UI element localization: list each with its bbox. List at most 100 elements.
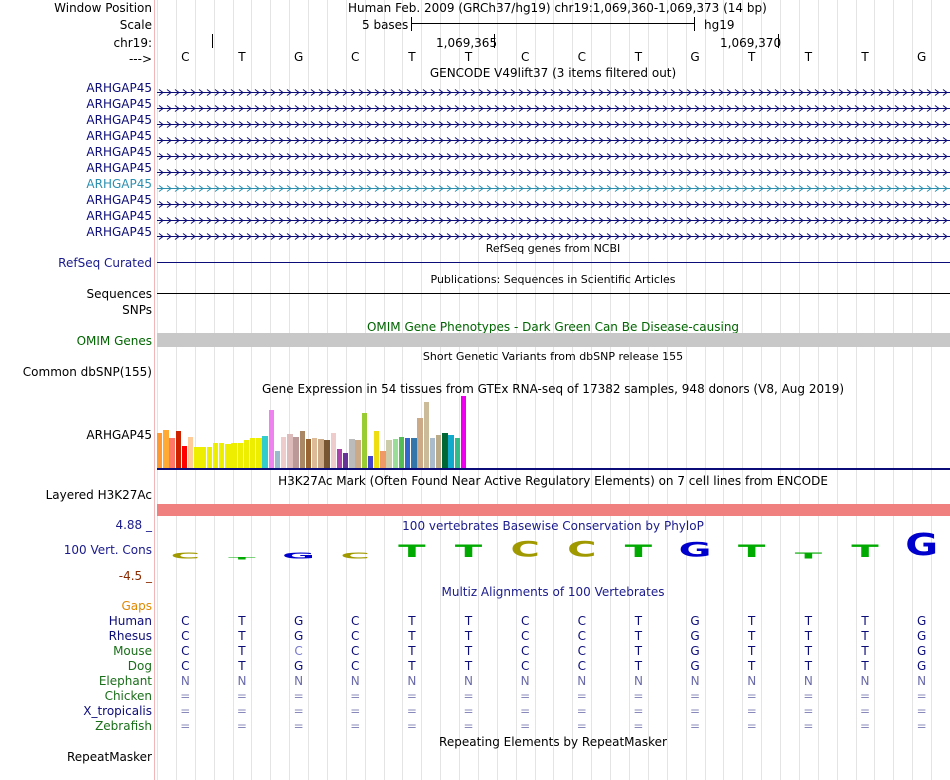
gencode-gene-label[interactable]: ARHGAP45 <box>86 145 152 159</box>
h3k27ac-signal-bar[interactable] <box>157 504 950 516</box>
gtex-tissue-bar[interactable] <box>293 437 299 468</box>
snps-label[interactable]: SNPs <box>122 303 152 317</box>
gtex-tissue-bar[interactable] <box>237 443 243 468</box>
species-label[interactable]: X_tropicalis <box>83 704 152 718</box>
gtex-tissue-bar[interactable] <box>194 447 200 468</box>
gtex-tissue-bar[interactable] <box>212 443 219 468</box>
gtex-tissue-bar[interactable] <box>367 456 374 468</box>
gtex-tissue-bar[interactable] <box>243 440 250 468</box>
repeatmasker-label[interactable]: RepeatMasker <box>66 750 152 764</box>
gtex-tissue-bar[interactable] <box>361 413 367 468</box>
omim-genes-label[interactable]: OMIM Genes <box>76 334 152 348</box>
gtex-tissue-bar[interactable] <box>355 440 361 468</box>
dbsnp-label[interactable]: Common dbSNP(155) <box>22 365 152 379</box>
gtex-tissue-bar[interactable] <box>448 435 454 468</box>
gtex-tissue-bar[interactable] <box>312 438 318 468</box>
gtex-tissue-bar[interactable] <box>268 410 274 468</box>
gencode-track-title[interactable]: GENCODE V49lift37 (3 items filtered out) <box>429 66 677 80</box>
gtex-tissue-bar[interactable] <box>330 433 336 468</box>
dbsnp-track-title[interactable]: Short Genetic Variants from dbSNP releas… <box>422 350 684 363</box>
gtex-tissue-bar[interactable] <box>305 439 312 468</box>
gencode-gene-label[interactable]: ARHGAP45 <box>86 113 152 127</box>
gencode-transcript[interactable] <box>157 181 950 192</box>
gtex-tissue-bar[interactable] <box>175 431 181 468</box>
gencode-gene-label[interactable]: ARHGAP45 <box>86 193 152 207</box>
gencode-transcript[interactable] <box>157 117 950 128</box>
multiz-track-title[interactable]: Multiz Alignments of 100 Vertebrates <box>441 585 665 599</box>
sequences-label[interactable]: Sequences <box>86 287 152 301</box>
gtex-tissue-bar[interactable] <box>324 440 330 468</box>
gtex-tissue-bar[interactable] <box>219 443 225 468</box>
gtex-tissue-bar[interactable] <box>256 438 262 468</box>
gtex-tissue-bar[interactable] <box>157 433 163 468</box>
refseq-curated-label[interactable]: RefSeq Curated <box>58 256 152 270</box>
gencode-transcript[interactable] <box>157 149 950 160</box>
gtex-tissue-bar[interactable] <box>349 439 355 468</box>
gencode-gene-label[interactable]: ARHGAP45 <box>86 209 152 223</box>
gtex-tissue-bar[interactable] <box>423 402 429 468</box>
gencode-gene-label[interactable]: ARHGAP45 <box>86 161 152 175</box>
species-label[interactable]: Zebrafish <box>95 719 152 733</box>
gtex-tissue-bar[interactable] <box>299 431 305 468</box>
species-label[interactable]: Mouse <box>113 644 152 658</box>
gtex-tissue-bar[interactable] <box>386 440 392 468</box>
gtex-tissue-bar[interactable] <box>436 435 442 468</box>
gtex-tissue-bar[interactable] <box>225 444 231 468</box>
gtex-tissue-bar[interactable] <box>262 436 268 468</box>
gtex-tissue-bar[interactable] <box>454 438 460 468</box>
gencode-transcript[interactable] <box>157 85 950 96</box>
gencode-transcript[interactable] <box>157 165 950 176</box>
gtex-tissue-bar[interactable] <box>417 418 423 468</box>
gtex-tissue-bar[interactable] <box>374 431 380 468</box>
gencode-gene-label[interactable]: ARHGAP45 <box>86 177 152 191</box>
gtex-tissue-bar[interactable] <box>287 434 293 468</box>
gtex-tissue-bar[interactable] <box>163 430 169 468</box>
gtex-bar-chart[interactable] <box>157 396 950 468</box>
gtex-tissue-bar[interactable] <box>206 447 212 468</box>
omim-gene-bar[interactable] <box>157 333 950 347</box>
gtex-tissue-bar[interactable] <box>274 451 281 468</box>
gtex-tissue-bar[interactable] <box>380 451 386 468</box>
repeatmasker-track-title[interactable]: Repeating Elements by RepeatMasker <box>439 735 667 749</box>
gencode-transcript[interactable] <box>157 229 950 240</box>
gtex-tissue-bar[interactable] <box>231 443 237 468</box>
h3k27ac-track-title[interactable]: H3K27Ac Mark (Often Found Near Active Re… <box>278 474 828 488</box>
gencode-transcript[interactable] <box>157 197 950 208</box>
gtex-tissue-bar[interactable] <box>200 447 206 468</box>
refseq-track-title[interactable]: RefSeq genes from NCBI <box>485 242 621 255</box>
omim-track-title[interactable]: OMIM Gene Phenotypes - Dark Green Can Be… <box>366 320 740 334</box>
gtex-tissue-bar[interactable] <box>181 446 188 468</box>
species-label[interactable]: Dog <box>127 659 152 673</box>
gencode-gene-label[interactable]: ARHGAP45 <box>86 225 152 239</box>
gtex-gene-label[interactable]: ARHGAP45 <box>86 428 152 442</box>
phylop-label[interactable]: 100 Vert. Cons <box>63 543 152 557</box>
gtex-tissue-bar[interactable] <box>442 433 448 468</box>
gencode-gene-label[interactable]: ARHGAP45 <box>86 129 152 143</box>
gtex-tissue-bar[interactable] <box>411 438 417 468</box>
gtex-tissue-bar[interactable] <box>398 437 405 468</box>
gtex-tissue-bar[interactable] <box>343 453 349 468</box>
gtex-tissue-bar[interactable] <box>188 437 194 468</box>
gtex-tissue-bar[interactable] <box>281 437 287 468</box>
gaps-label[interactable]: Gaps <box>121 599 152 613</box>
gtex-track-title[interactable]: Gene Expression in 54 tissues from GTEx … <box>261 382 845 396</box>
gtex-tissue-bar[interactable] <box>392 439 398 468</box>
h3k27ac-label[interactable]: Layered H3K27Ac <box>45 488 152 502</box>
gencode-transcript[interactable] <box>157 133 950 144</box>
gtex-tissue-bar[interactable] <box>460 396 467 468</box>
gtex-tissue-bar[interactable] <box>429 438 436 468</box>
gtex-tissue-bar[interactable] <box>318 439 324 468</box>
gtex-tissue-bar[interactable] <box>336 449 343 468</box>
gtex-tissue-bar[interactable] <box>250 438 256 468</box>
species-label[interactable]: Elephant <box>98 674 152 688</box>
gencode-transcript[interactable] <box>157 213 950 224</box>
species-label[interactable]: Human <box>108 614 152 628</box>
species-label[interactable]: Chicken <box>104 689 152 703</box>
gencode-gene-label[interactable]: ARHGAP45 <box>86 81 152 95</box>
gtex-tissue-bar[interactable] <box>169 438 175 468</box>
gencode-gene-label[interactable]: ARHGAP45 <box>86 97 152 111</box>
phylop-track-title[interactable]: 100 vertebrates Basewise Conservation by… <box>402 519 704 533</box>
gtex-tissue-bar[interactable] <box>405 438 411 468</box>
species-label[interactable]: Rhesus <box>108 629 152 643</box>
